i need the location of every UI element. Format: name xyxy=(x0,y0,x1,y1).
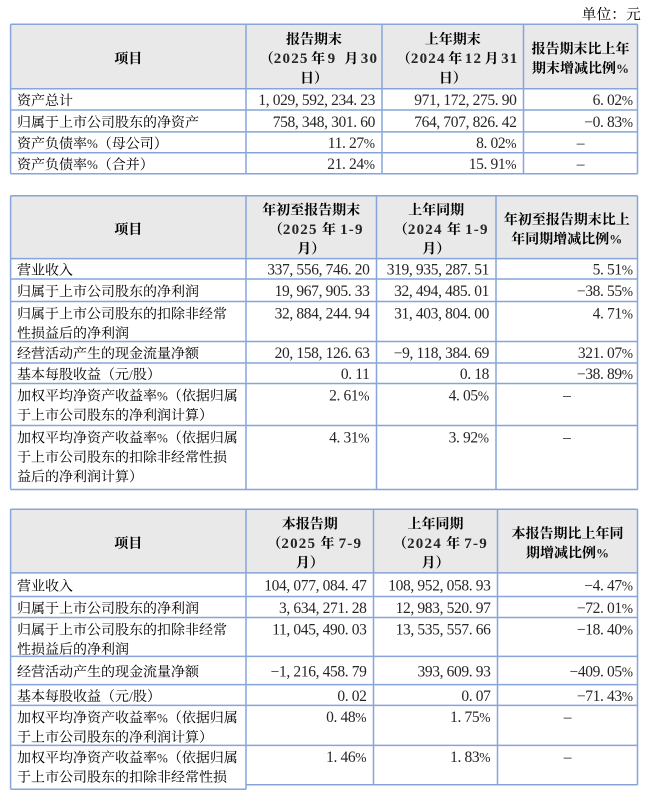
svg-text:32, 494, 485. 01: 32, 494, 485. 01 xyxy=(394,283,489,300)
svg-text:0. 48%: 0. 48% xyxy=(326,709,366,726)
svg-text:1. 83%: 1. 83% xyxy=(450,749,490,766)
svg-text:3, 634, 271. 28: 3, 634, 271. 28 xyxy=(279,600,367,617)
svg-text:–: – xyxy=(576,135,585,152)
svg-text:−38. 89%: −38. 89% xyxy=(577,366,633,383)
svg-text:–: – xyxy=(563,709,572,726)
svg-text:−409. 05%: −409. 05% xyxy=(569,663,633,680)
svg-text:4. 31%: 4. 31% xyxy=(329,429,369,446)
svg-text:–: – xyxy=(562,429,571,446)
svg-text:0. 18: 0. 18 xyxy=(460,366,490,383)
svg-text:13, 535, 557. 66: 13, 535, 557. 66 xyxy=(396,621,491,638)
svg-text:2025: 2025 xyxy=(274,51,309,67)
svg-text:2024: 2024 xyxy=(408,222,443,238)
svg-text:4. 71%: 4. 71% xyxy=(593,305,633,322)
svg-text:/: / xyxy=(129,690,133,705)
svg-text:4. 05%: 4. 05% xyxy=(449,387,489,404)
svg-text:319, 935, 287. 51: 319, 935, 287. 51 xyxy=(387,262,489,279)
svg-text:−4. 47%: −4. 47% xyxy=(584,578,633,595)
svg-text:−18. 40%: −18. 40% xyxy=(577,621,633,638)
svg-text:%: % xyxy=(87,157,98,172)
svg-text:%: % xyxy=(616,61,629,76)
svg-text:8. 02%: 8. 02% xyxy=(476,135,516,152)
svg-text:108, 952, 058. 93: 108, 952, 058. 93 xyxy=(388,578,491,595)
svg-text:9: 9 xyxy=(328,51,337,67)
svg-text:–: – xyxy=(562,387,571,404)
svg-text:–: – xyxy=(576,156,585,173)
svg-text:7-9: 7-9 xyxy=(339,536,363,552)
svg-text:971, 172, 275. 90: 971, 172, 275. 90 xyxy=(414,92,517,109)
svg-text:−71. 43%: −71. 43% xyxy=(577,688,633,705)
svg-text:30: 30 xyxy=(361,51,378,67)
svg-text:1. 46%: 1. 46% xyxy=(326,749,366,766)
svg-text:−0. 83%: −0. 83% xyxy=(584,114,633,131)
svg-text:1. 75%: 1. 75% xyxy=(450,709,490,726)
svg-text:20, 158, 126. 63: 20, 158, 126. 63 xyxy=(275,345,370,362)
svg-text:11. 27%: 11. 27% xyxy=(328,135,375,152)
svg-text:21. 24%: 21. 24% xyxy=(327,156,375,173)
svg-text:1-9: 1-9 xyxy=(465,222,489,238)
svg-text:32, 884, 244. 94: 32, 884, 244. 94 xyxy=(275,305,370,322)
svg-text:2025: 2025 xyxy=(283,222,318,238)
svg-text:5. 51%: 5. 51% xyxy=(593,262,633,279)
svg-text:%: % xyxy=(157,710,168,725)
svg-text:%: % xyxy=(157,430,168,445)
svg-text:393, 609. 93: 393, 609. 93 xyxy=(417,663,491,680)
svg-text:12, 983, 520. 97: 12, 983, 520. 97 xyxy=(396,600,491,617)
svg-text:15. 91%: 15. 91% xyxy=(469,156,517,173)
svg-text:764, 707, 826. 42: 764, 707, 826. 42 xyxy=(414,114,516,131)
svg-text:1-9: 1-9 xyxy=(340,222,364,238)
svg-text:6. 02%: 6. 02% xyxy=(593,92,633,109)
svg-text:11, 045, 490. 03: 11, 045, 490. 03 xyxy=(272,621,367,638)
svg-text:0. 07: 0. 07 xyxy=(461,688,491,705)
svg-text:12: 12 xyxy=(465,51,482,67)
svg-text:321. 07%: 321. 07% xyxy=(578,345,633,362)
svg-text:2. 61%: 2. 61% xyxy=(329,387,369,404)
svg-text:758, 348, 301. 60: 758, 348, 301. 60 xyxy=(273,114,376,131)
svg-text:−72. 01%: −72. 01% xyxy=(577,600,633,617)
svg-text:–: – xyxy=(563,749,572,766)
svg-text:104, 077, 084. 47: 104, 077, 084. 47 xyxy=(264,578,367,595)
svg-text:7-9: 7-9 xyxy=(464,536,488,552)
svg-text:%: % xyxy=(157,750,168,765)
svg-text:−9, 118, 384. 69: −9, 118, 384. 69 xyxy=(394,345,490,362)
svg-text:3. 92%: 3. 92% xyxy=(449,429,489,446)
svg-text:%: % xyxy=(157,388,168,403)
svg-text:31: 31 xyxy=(501,51,518,67)
svg-text:0. 11: 0. 11 xyxy=(341,366,370,383)
svg-text:%: % xyxy=(609,232,622,247)
svg-text:337, 556, 746. 20: 337, 556, 746. 20 xyxy=(267,262,370,279)
svg-text:−38. 55%: −38. 55% xyxy=(577,283,633,300)
svg-text:2025: 2025 xyxy=(281,536,316,552)
svg-text:19, 967, 905. 33: 19, 967, 905. 33 xyxy=(275,283,370,300)
svg-text:2024: 2024 xyxy=(411,51,446,67)
svg-text:0. 02: 0. 02 xyxy=(337,688,366,705)
svg-text:2024: 2024 xyxy=(407,536,442,552)
svg-text:%: % xyxy=(596,545,609,560)
svg-text:1, 029, 592, 234. 23: 1, 029, 592, 234. 23 xyxy=(258,92,375,109)
svg-text:/: / xyxy=(129,368,133,383)
svg-text:−1, 216, 458. 79: −1, 216, 458. 79 xyxy=(271,663,367,680)
svg-text:31, 403, 804. 00: 31, 403, 804. 00 xyxy=(394,305,489,322)
svg-text:%: % xyxy=(87,136,98,151)
